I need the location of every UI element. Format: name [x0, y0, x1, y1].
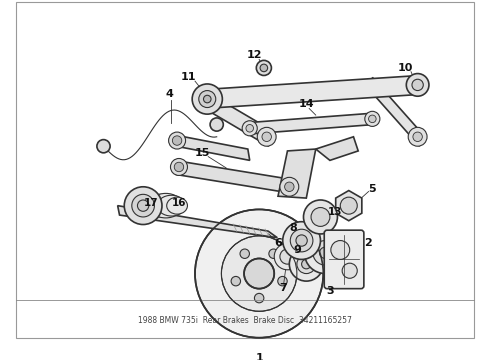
Circle shape	[285, 182, 294, 192]
Circle shape	[406, 73, 429, 96]
Ellipse shape	[167, 197, 188, 214]
Text: 3: 3	[326, 285, 334, 296]
Ellipse shape	[149, 193, 183, 218]
Text: 15: 15	[195, 148, 210, 158]
Ellipse shape	[157, 195, 186, 216]
Circle shape	[169, 132, 186, 149]
Circle shape	[132, 194, 154, 217]
Circle shape	[303, 200, 338, 234]
Circle shape	[172, 136, 182, 145]
Circle shape	[340, 197, 357, 214]
Polygon shape	[174, 160, 292, 193]
Circle shape	[254, 293, 264, 303]
Text: 1988 BMW 735i  Rear Brakes  Brake Disc  34211165257: 1988 BMW 735i Rear Brakes Brake Disc 342…	[138, 316, 352, 325]
Circle shape	[280, 249, 295, 264]
Circle shape	[412, 79, 423, 91]
Polygon shape	[372, 77, 419, 146]
Polygon shape	[202, 76, 421, 108]
Circle shape	[368, 115, 376, 123]
Text: 1: 1	[255, 354, 263, 360]
Circle shape	[237, 227, 308, 297]
Polygon shape	[336, 190, 362, 221]
Circle shape	[242, 121, 257, 136]
Circle shape	[297, 255, 316, 274]
Text: 14: 14	[298, 99, 314, 109]
Circle shape	[195, 210, 323, 338]
Circle shape	[257, 127, 276, 146]
Text: 7: 7	[279, 283, 287, 293]
Circle shape	[280, 177, 299, 196]
Circle shape	[124, 187, 162, 225]
Text: 2: 2	[364, 238, 371, 248]
Circle shape	[246, 125, 253, 132]
Circle shape	[408, 127, 427, 146]
Ellipse shape	[145, 194, 175, 217]
Text: 8: 8	[289, 223, 297, 233]
FancyBboxPatch shape	[324, 230, 364, 289]
Circle shape	[290, 229, 313, 252]
Circle shape	[138, 200, 149, 211]
Circle shape	[174, 162, 184, 172]
Text: 13: 13	[327, 207, 342, 217]
Text: 9: 9	[293, 245, 301, 255]
Circle shape	[231, 276, 241, 286]
Polygon shape	[316, 137, 358, 160]
Circle shape	[199, 91, 216, 108]
Circle shape	[203, 95, 211, 103]
Circle shape	[210, 118, 223, 131]
Text: 6: 6	[274, 238, 282, 248]
Text: 12: 12	[246, 50, 262, 60]
Circle shape	[311, 207, 330, 226]
Circle shape	[313, 240, 338, 265]
Circle shape	[260, 64, 268, 72]
Circle shape	[302, 260, 311, 269]
Circle shape	[221, 236, 297, 311]
Circle shape	[97, 140, 110, 153]
Text: 10: 10	[398, 63, 413, 73]
Circle shape	[331, 240, 350, 260]
Circle shape	[269, 249, 278, 258]
Circle shape	[171, 158, 188, 175]
Circle shape	[289, 247, 323, 281]
Text: 17: 17	[144, 198, 158, 208]
Circle shape	[256, 60, 271, 76]
Circle shape	[413, 132, 422, 141]
Circle shape	[319, 247, 331, 258]
Circle shape	[296, 235, 307, 246]
Text: 4: 4	[166, 89, 173, 99]
Circle shape	[262, 132, 271, 141]
Circle shape	[278, 276, 287, 286]
Text: 11: 11	[181, 72, 196, 82]
Circle shape	[283, 222, 320, 260]
Circle shape	[192, 84, 222, 114]
Circle shape	[365, 111, 380, 126]
Polygon shape	[248, 113, 374, 134]
Circle shape	[342, 263, 357, 278]
Polygon shape	[278, 149, 316, 198]
Text: 5: 5	[368, 184, 376, 194]
Polygon shape	[118, 206, 277, 238]
Circle shape	[304, 232, 346, 274]
Circle shape	[274, 243, 301, 270]
Circle shape	[252, 242, 293, 283]
Polygon shape	[174, 135, 250, 160]
Ellipse shape	[141, 195, 168, 216]
Circle shape	[240, 249, 249, 258]
Polygon shape	[202, 90, 269, 146]
Circle shape	[244, 258, 274, 289]
Text: 16: 16	[172, 198, 186, 208]
Ellipse shape	[138, 196, 160, 215]
